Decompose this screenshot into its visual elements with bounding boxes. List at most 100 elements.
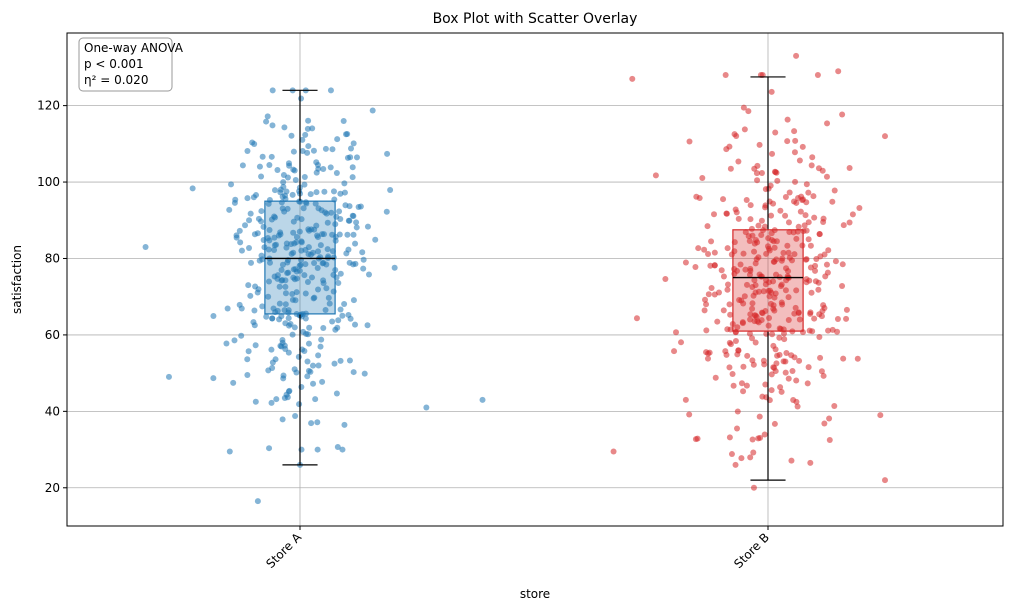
scatter-point bbox=[811, 315, 818, 322]
scatter-point bbox=[352, 321, 359, 328]
scatter-point bbox=[826, 436, 833, 443]
scatter-point bbox=[329, 318, 336, 325]
scatter-point bbox=[304, 279, 311, 286]
scatter-point bbox=[785, 249, 792, 256]
scatter-point bbox=[785, 316, 792, 323]
scatter-point bbox=[791, 251, 798, 258]
scatter-point bbox=[302, 290, 309, 297]
scatter-point bbox=[785, 294, 792, 301]
scatter-point bbox=[353, 219, 360, 226]
scatter-point bbox=[710, 211, 717, 218]
scatter-point bbox=[771, 244, 778, 251]
scatter-point bbox=[263, 313, 270, 320]
scatter-point bbox=[754, 318, 761, 325]
scatter-point bbox=[317, 242, 324, 249]
scatter-point bbox=[729, 371, 736, 378]
y-tick-label: 60 bbox=[45, 328, 60, 342]
scatter-point bbox=[364, 223, 371, 230]
scatter-point bbox=[766, 279, 773, 286]
scatter-point bbox=[319, 378, 326, 385]
scatter-point bbox=[727, 165, 734, 172]
scatter-point bbox=[258, 208, 265, 215]
scatter-point bbox=[715, 289, 722, 296]
scatter-point bbox=[360, 256, 367, 263]
scatter-point bbox=[271, 242, 278, 249]
scatter-point bbox=[236, 227, 243, 234]
scatter-point bbox=[290, 274, 297, 281]
scatter-point bbox=[732, 338, 739, 345]
scatter-point bbox=[773, 256, 780, 263]
scatter-point bbox=[324, 219, 331, 226]
scatter-point bbox=[325, 294, 332, 301]
scatter-point bbox=[270, 305, 277, 312]
scatter-point bbox=[730, 382, 737, 389]
scatter-point bbox=[285, 315, 292, 322]
scatter-point bbox=[350, 261, 357, 268]
scatter-point bbox=[765, 322, 772, 329]
scatter-point bbox=[815, 286, 822, 293]
scatter-point bbox=[320, 280, 327, 287]
scatter-point bbox=[795, 223, 802, 230]
scatter-point bbox=[244, 372, 251, 379]
scatter-point bbox=[347, 154, 354, 161]
scatter-point bbox=[317, 343, 324, 350]
scatter-point bbox=[333, 390, 340, 397]
scatter-point bbox=[264, 113, 271, 120]
y-tick-label: 120 bbox=[37, 99, 60, 113]
scatter-point bbox=[233, 234, 240, 241]
scatter-point bbox=[311, 260, 318, 267]
scatter-point bbox=[738, 297, 745, 304]
scatter-point bbox=[705, 350, 712, 357]
scatter-point bbox=[341, 421, 348, 428]
scatter-point bbox=[278, 313, 285, 320]
scatter-point bbox=[756, 141, 763, 148]
scatter-point bbox=[301, 181, 308, 188]
scatter-point bbox=[259, 153, 266, 160]
scatter-point bbox=[331, 360, 338, 367]
scatter-point bbox=[755, 435, 762, 442]
scatter-point bbox=[387, 187, 394, 194]
scatter-point bbox=[318, 336, 325, 343]
scatter-point bbox=[791, 128, 798, 135]
scatter-point bbox=[839, 111, 846, 118]
scatter-point bbox=[829, 326, 836, 333]
scatter-point bbox=[727, 311, 734, 318]
scatter-point bbox=[760, 288, 767, 295]
scatter-point bbox=[704, 355, 711, 362]
scatter-point bbox=[796, 157, 803, 164]
scatter-point bbox=[349, 174, 356, 181]
scatter-point bbox=[269, 359, 276, 366]
scatter-point bbox=[266, 226, 273, 233]
scatter-point bbox=[750, 484, 757, 491]
scatter-point bbox=[742, 266, 749, 273]
scatter-point bbox=[210, 313, 217, 320]
boxes bbox=[264, 76, 804, 481]
scatter-point bbox=[341, 189, 348, 196]
scatter-point bbox=[224, 305, 231, 312]
scatter-point bbox=[290, 148, 297, 155]
scatter-point bbox=[824, 120, 831, 127]
scatter-point bbox=[678, 339, 685, 346]
scatter-point bbox=[312, 396, 319, 403]
plot-area-frame bbox=[66, 32, 1004, 527]
scatter-point bbox=[808, 289, 815, 296]
scatter-point bbox=[250, 319, 257, 326]
scatter-point bbox=[696, 195, 703, 202]
scatter-point bbox=[671, 348, 678, 355]
scatter-point bbox=[305, 117, 312, 124]
scatter-point bbox=[777, 283, 784, 290]
scatter-point bbox=[292, 176, 299, 183]
scatter-point bbox=[304, 358, 311, 365]
scatter-point bbox=[314, 446, 321, 453]
scatter-point bbox=[326, 300, 333, 307]
scatter-point bbox=[704, 223, 711, 230]
scatter-point bbox=[339, 446, 346, 453]
scatter-point bbox=[793, 52, 800, 59]
scatter-point bbox=[767, 182, 774, 189]
scatter-point bbox=[754, 177, 761, 184]
scatter-point bbox=[686, 138, 693, 145]
scatter-point bbox=[277, 231, 284, 238]
scatter-point bbox=[826, 415, 833, 422]
y-tick-label: 100 bbox=[37, 175, 60, 189]
scatter-point bbox=[315, 362, 322, 369]
